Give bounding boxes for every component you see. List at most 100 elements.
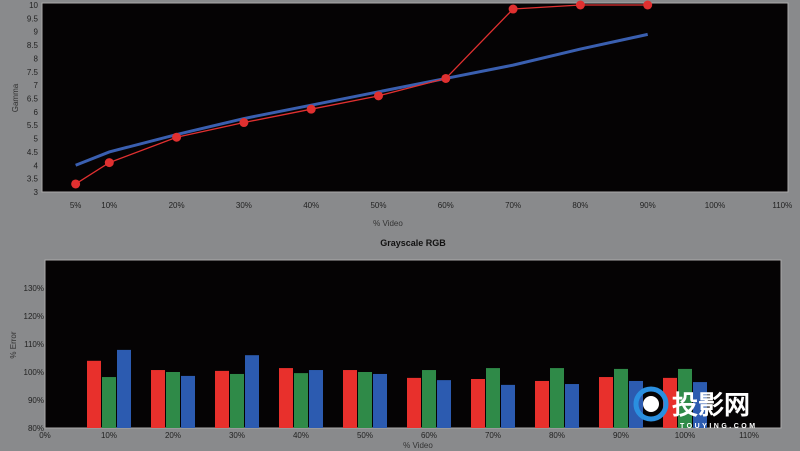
data-point	[643, 0, 653, 10]
bar-red	[471, 379, 485, 428]
bar-green	[358, 372, 372, 428]
data-point	[104, 158, 114, 168]
series-line-measured	[75, 4, 648, 185]
bar-green	[230, 373, 244, 428]
data-point	[508, 4, 518, 14]
x-axis-label: % Video	[403, 441, 433, 450]
data-point	[239, 118, 249, 128]
bar-red	[407, 377, 421, 428]
y-axis-label: Gamma	[11, 83, 20, 112]
x-tick-label: 5%	[70, 201, 82, 210]
bar-green	[614, 368, 628, 428]
x-axis-label: % Video	[373, 219, 403, 228]
bar-blue	[501, 384, 515, 428]
x-tick-label: 110%	[772, 201, 792, 210]
watermark-logo: 投影网 TOUYING.COM	[633, 386, 758, 430]
bar-red	[87, 360, 101, 428]
y-tick-label: 90%	[28, 396, 44, 405]
watermark-lens-inner	[643, 396, 659, 412]
data-point	[441, 73, 451, 83]
bar-blue	[117, 349, 131, 428]
y-tick-label: 8	[34, 54, 39, 63]
y-tick-label: 7.5	[27, 68, 39, 77]
gamma-chart: 3 3.5 4 4.5 5 5.5 6 6.5 7 7.5 8 8.5 9 9.5 10 5% 10% 20% 30…	[11, 0, 792, 228]
y-tick-label: 80%	[28, 424, 44, 433]
x-tick-label: 50%	[370, 201, 386, 210]
bar-green	[678, 368, 692, 428]
bar-red	[535, 380, 549, 428]
y-tick-label: 130%	[24, 284, 44, 293]
x-tick-label: 40%	[293, 431, 309, 440]
series-line-target	[75, 32, 649, 167]
bar-blue	[565, 384, 579, 428]
x-tick-label: 10%	[101, 201, 117, 210]
data-point	[306, 104, 316, 114]
x-tick-label: 70%	[485, 431, 501, 440]
chart-title: Grayscale RGB	[380, 238, 446, 248]
y-tick-label: 9	[34, 28, 39, 37]
y-tick-label: 100%	[24, 368, 44, 377]
y-tick-label: 120%	[24, 312, 44, 321]
bar-red	[151, 370, 165, 428]
x-tick-label: 50%	[357, 431, 373, 440]
x-tick-label: 20%	[165, 431, 181, 440]
x-tick-label: 90%	[640, 201, 656, 210]
x-tick-label: 30%	[236, 201, 252, 210]
y-tick-label: 8.5	[27, 41, 39, 50]
bar-red	[663, 377, 677, 428]
x-tick-label: 90%	[613, 431, 629, 440]
y-axis-label: % Error	[9, 331, 18, 358]
x-tick-label: 40%	[303, 201, 319, 210]
data-point	[575, 0, 585, 10]
bar-red	[343, 370, 357, 428]
x-tick-label: 70%	[505, 201, 521, 210]
x-tick-label: 110%	[739, 431, 759, 440]
watermark-lens-icon	[633, 386, 669, 422]
y-tick-label: 6.5	[27, 95, 39, 104]
bar-blue	[437, 380, 451, 428]
y-tick-label: 4	[34, 161, 39, 170]
bar-red	[599, 377, 613, 428]
x-tick-label: 10%	[101, 431, 117, 440]
bar-blue	[373, 373, 387, 428]
x-tick-label: 60%	[438, 201, 454, 210]
data-point	[374, 91, 383, 101]
bar-green	[166, 372, 180, 428]
bar-blue	[693, 382, 707, 428]
y-tick-label: 5.5	[27, 121, 39, 130]
x-tick-label: 0%	[39, 431, 51, 440]
bar-blue	[309, 370, 323, 428]
y-tick-label: 110%	[24, 340, 44, 349]
y-tick-label: 5	[34, 135, 39, 144]
x-tick-label: 60%	[421, 431, 437, 440]
x-tick-label: 100%	[705, 201, 725, 210]
bar-red	[215, 370, 229, 428]
x-tick-label: 80%	[549, 431, 565, 440]
y-tick-label: 7	[34, 81, 39, 90]
bar-green	[422, 370, 436, 428]
watermark-brand: 投影网	[672, 390, 750, 420]
x-tick-label: 30%	[229, 431, 245, 440]
y-tick-label: 10	[29, 1, 38, 10]
y-tick-label: 4.5	[27, 148, 39, 157]
bar-blue	[245, 355, 259, 428]
bar-red	[279, 368, 293, 428]
bar-green	[486, 368, 500, 428]
bar-green	[550, 368, 564, 428]
bar-green	[294, 373, 308, 428]
y-tick-label: 3.5	[27, 175, 39, 184]
x-tick-label: 100%	[675, 431, 695, 440]
x-tick-label: 80%	[572, 201, 588, 210]
watermark-domain: TOUYING.COM	[680, 423, 758, 430]
data-point	[172, 132, 182, 142]
grayscale-rgb-chart: Grayscale RGB 80% 90% 100% 110% 120% 130% 0% 10%…	[9, 238, 782, 450]
bar-blue	[181, 375, 195, 428]
y-tick-label: 6	[34, 108, 39, 117]
y-tick-label: 3	[34, 188, 39, 197]
y-tick-label: 9.5	[27, 14, 39, 23]
data-point	[71, 179, 81, 189]
plot-area	[41, 2, 789, 193]
bar-green	[102, 377, 116, 428]
x-tick-label: 20%	[169, 201, 185, 210]
